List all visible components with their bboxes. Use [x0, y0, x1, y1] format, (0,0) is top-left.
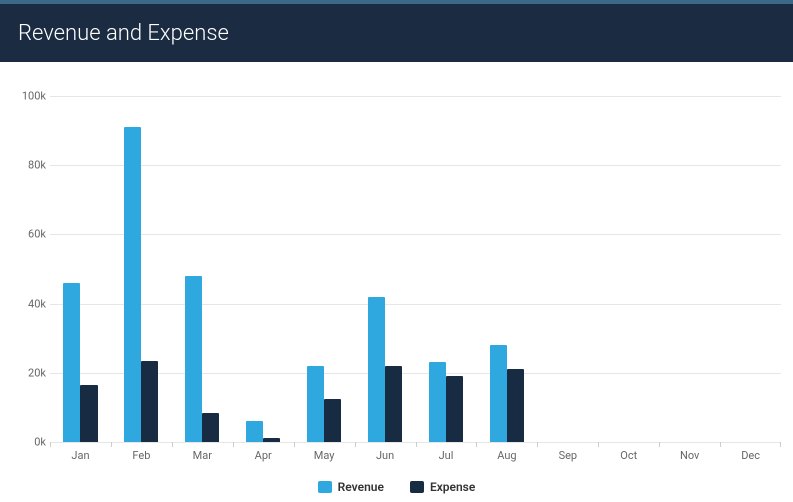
x-axis-slot: Dec — [720, 442, 781, 466]
legend-item-expense[interactable]: Expense — [410, 480, 475, 494]
y-axis-label: 40k — [6, 297, 46, 310]
panel-title: Revenue and Expense — [18, 21, 229, 46]
bar-group — [416, 96, 477, 442]
x-axis-slot: Jan — [50, 442, 111, 466]
x-axis-slot: Apr — [233, 442, 294, 466]
y-axis-label: 80k — [6, 159, 46, 172]
x-axis-slot: Jun — [355, 442, 416, 466]
bar-group — [233, 96, 294, 442]
bar-revenue[interactable] — [429, 362, 446, 442]
x-axis-label: Nov — [659, 449, 720, 462]
y-axis-label: 20k — [6, 366, 46, 379]
chart-legend[interactable]: Revenue Expense — [0, 480, 793, 494]
bar-group — [476, 96, 537, 442]
x-axis-label: Sep — [537, 449, 598, 462]
x-axis-label: Mar — [172, 449, 233, 462]
bar-expense[interactable] — [141, 361, 158, 442]
x-axis-label: Dec — [720, 449, 781, 462]
bar-revenue[interactable] — [368, 297, 385, 442]
bar-group — [659, 96, 720, 442]
bar-revenue[interactable] — [185, 276, 202, 442]
x-axis-label: Feb — [111, 449, 172, 462]
revenue-expense-chart: 0k 20k 40k 60k 80k 100k JanFebMarAprMayJunJul… — [0, 62, 793, 502]
bar-revenue[interactable] — [490, 345, 507, 442]
bar-revenue[interactable] — [246, 421, 263, 442]
x-axis-label: Aug — [476, 449, 537, 462]
x-axis-slot: Oct — [598, 442, 659, 466]
bar-revenue[interactable] — [307, 366, 324, 442]
bar-expense[interactable] — [80, 385, 97, 442]
bar-group — [537, 96, 598, 442]
chart-bars — [50, 96, 781, 442]
legend-swatch — [410, 481, 424, 493]
bar-expense[interactable] — [507, 369, 524, 442]
x-axis-slot: Nov — [659, 442, 720, 466]
x-axis-slot: Sep — [537, 442, 598, 466]
bar-revenue[interactable] — [124, 127, 141, 442]
x-axis-label: Jan — [50, 449, 111, 462]
bar-revenue[interactable] — [63, 283, 80, 442]
legend-label: Revenue — [338, 480, 384, 494]
legend-swatch — [318, 481, 332, 493]
y-axis-label: 60k — [6, 228, 46, 241]
bar-group — [111, 96, 172, 442]
y-axis-label: 100k — [6, 90, 46, 103]
bar-group — [355, 96, 416, 442]
y-axis-label: 0k — [6, 436, 46, 449]
x-axis-slot: Mar — [172, 442, 233, 466]
x-axis-label: Apr — [233, 449, 294, 462]
x-axis-slot: Feb — [111, 442, 172, 466]
bar-expense[interactable] — [446, 376, 463, 442]
panel-header: Revenue and Expense — [0, 4, 793, 62]
x-axis-label: Oct — [598, 449, 659, 462]
bar-group — [598, 96, 659, 442]
bar-group — [50, 96, 111, 442]
bar-group — [294, 96, 355, 442]
x-axis-slot: Aug — [476, 442, 537, 466]
legend-item-revenue[interactable]: Revenue — [318, 480, 384, 494]
bar-group — [172, 96, 233, 442]
chart-x-axis: JanFebMarAprMayJunJulAugSepOctNovDec — [50, 442, 781, 466]
bar-group — [720, 96, 781, 442]
x-axis-label: Jul — [416, 449, 477, 462]
bar-expense[interactable] — [202, 413, 219, 442]
legend-label: Expense — [430, 480, 475, 494]
bar-expense[interactable] — [324, 399, 341, 442]
bar-expense[interactable] — [385, 366, 402, 442]
x-axis-slot: May — [294, 442, 355, 466]
x-axis-slot: Jul — [416, 442, 477, 466]
x-axis-label: Jun — [355, 449, 416, 462]
x-axis-label: May — [294, 449, 355, 462]
